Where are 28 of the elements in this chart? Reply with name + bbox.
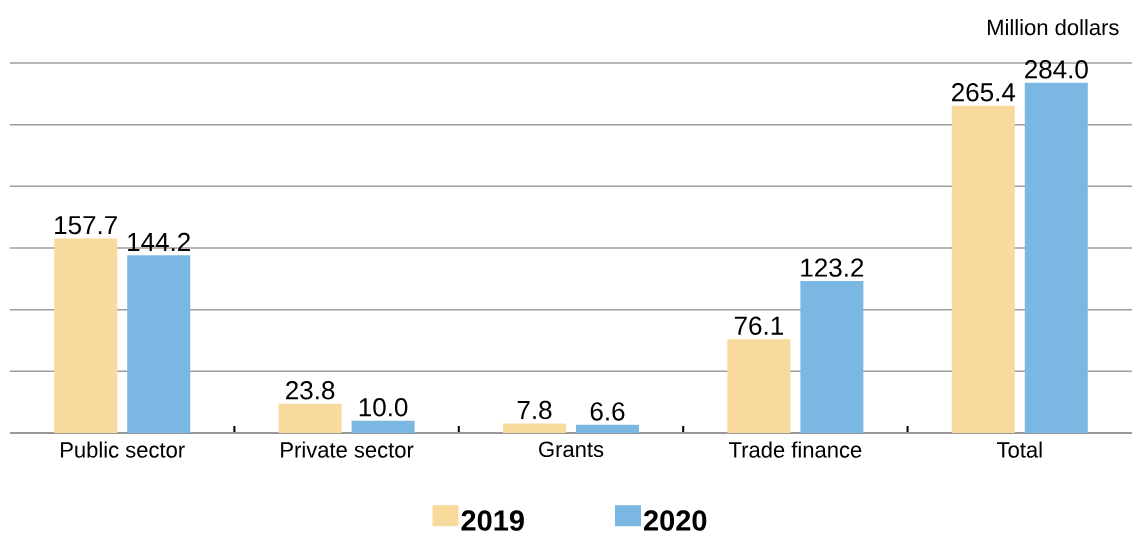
bar (951, 105, 1015, 433)
bar (278, 403, 342, 433)
x-tick-label: Public sector (61, 441, 185, 458)
data-label: 76.1 (734, 316, 783, 335)
data-label: 7.8 (517, 400, 552, 420)
data-label: 144.2 (128, 232, 190, 251)
x-tick-label: Total (997, 441, 1042, 458)
data-label: 284.0 (1025, 60, 1088, 79)
data-label: 157.7 (55, 216, 117, 235)
y-axis-title: Million dollars (988, 19, 1119, 36)
data-label: 10.0 (359, 398, 408, 417)
data-label: 6.6 (590, 402, 625, 421)
bar (727, 339, 791, 433)
x-tick-label: Private sector (281, 441, 414, 458)
bar (575, 424, 639, 433)
bar (351, 420, 415, 433)
x-tick-label: Grants (539, 441, 604, 458)
bar (127, 255, 191, 433)
bar (1024, 82, 1088, 433)
bar (502, 423, 566, 433)
data-label: 23.8 (286, 381, 335, 400)
data-label: 123.2 (801, 258, 864, 277)
legend-label: 2020 (643, 510, 707, 531)
legend-label: 2019 (461, 510, 524, 531)
bar (800, 281, 864, 433)
x-tick-label: Trade finance (729, 441, 862, 458)
bar (54, 238, 118, 433)
data-label: 265.4 (952, 83, 1016, 102)
